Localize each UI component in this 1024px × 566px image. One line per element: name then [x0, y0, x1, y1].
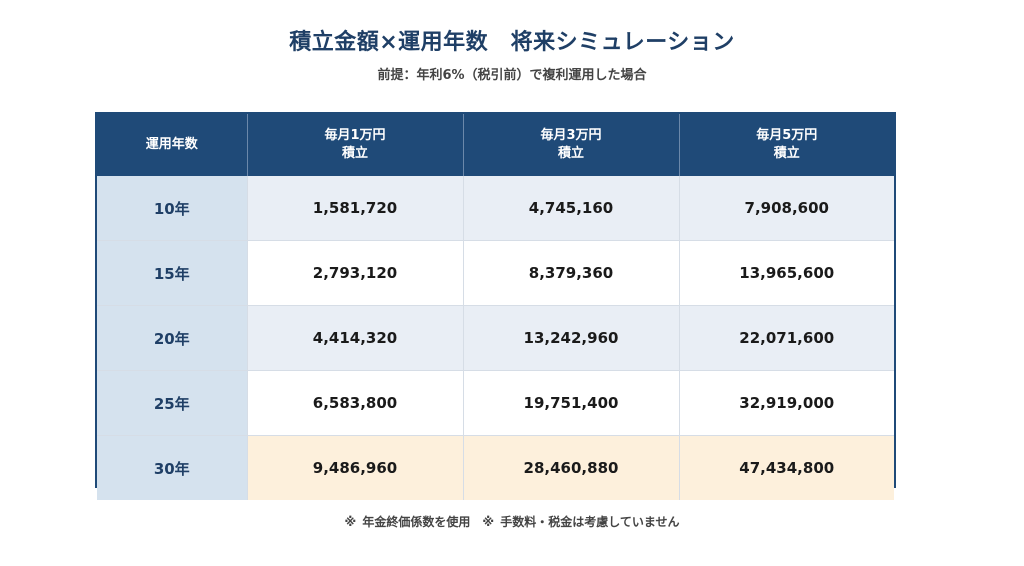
value-cell: 28,460,880	[462, 435, 679, 500]
year-cell: 30年	[97, 435, 247, 500]
table-row: 15年 2,793,120 8,379,360 13,965,600	[97, 240, 894, 306]
value-cell: 47,434,800	[678, 435, 894, 500]
value-cell: 19,751,400	[462, 370, 679, 436]
header-line: 毎月5万円	[756, 128, 818, 143]
value-cell: 1,581,720	[246, 176, 463, 241]
table-row: 25年 6,583,800 19,751,400 32,919,000	[97, 370, 894, 436]
page-title: 積立金額×運用年数 将来シミュレーション	[289, 30, 735, 55]
year-cell: 25年	[97, 370, 247, 436]
simulation-table: 運用年数 毎月1万円 積立 毎月3万円 積立 毎月5万円 積立 10年 1	[95, 112, 896, 500]
header-line: 積立	[341, 146, 368, 161]
year-cell: 10年	[97, 176, 247, 241]
page-subtitle: 前提：年利6%（税引前）で複利運用した場合	[377, 68, 647, 83]
value-cell: 13,242,960	[462, 305, 679, 371]
value-cell: 4,745,160	[462, 176, 679, 241]
header-cell-years: 運用年数	[97, 114, 247, 176]
value-cell: 8,379,360	[462, 240, 679, 306]
value-cell: 22,071,600	[678, 305, 894, 371]
value-cell: 6,583,800	[246, 370, 463, 436]
header-cell-50k: 毎月5万円 積立	[678, 114, 894, 176]
table-header-row: 運用年数 毎月1万円 積立 毎月3万円 積立 毎月5万円 積立	[97, 114, 894, 176]
header-cell-10k: 毎月1万円 積立	[246, 114, 463, 176]
value-cell: 13,965,600	[678, 240, 894, 306]
value-cell: 7,908,600	[678, 176, 894, 241]
value-cell: 2,793,120	[246, 240, 463, 306]
year-cell: 15年	[97, 240, 247, 306]
value-cell: 4,414,320	[246, 305, 463, 371]
value-cell: 9,486,960	[246, 435, 463, 500]
header-line: 毎月1万円	[324, 128, 386, 143]
header-line: 積立	[773, 146, 800, 161]
header-line: 積立	[557, 146, 584, 161]
header-cell-30k: 毎月3万円 積立	[462, 114, 679, 176]
table-row: 20年 4,414,320 13,242,960 22,071,600	[97, 305, 894, 371]
value-cell: 32,919,000	[678, 370, 894, 436]
header-line: 毎月3万円	[540, 128, 602, 143]
table-row-highlight: 30年 9,486,960 28,460,880 47,434,800	[97, 435, 894, 500]
header-line: 運用年数	[145, 137, 198, 152]
table-row: 10年 1,581,720 4,745,160 7,908,600	[97, 176, 894, 241]
year-cell: 20年	[97, 305, 247, 371]
footnote: ※ 年金終価係数を使用 ※ 手数料・税金は考慮していません	[344, 515, 680, 529]
